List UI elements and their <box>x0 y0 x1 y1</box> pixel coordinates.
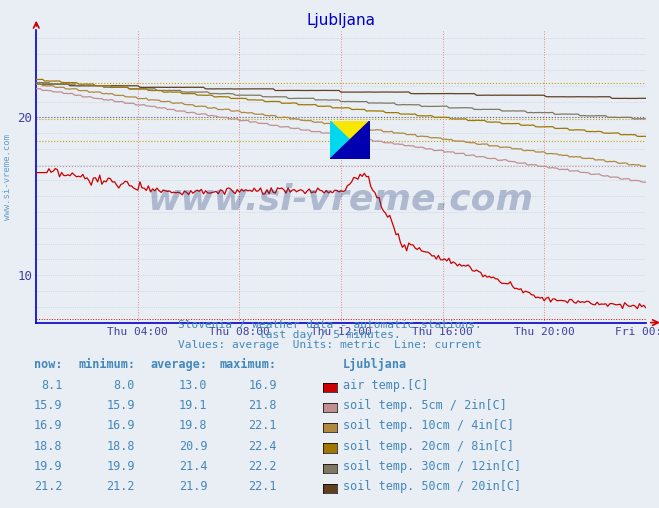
Text: 13.0: 13.0 <box>179 378 208 392</box>
Text: soil temp. 10cm / 4in[C]: soil temp. 10cm / 4in[C] <box>343 419 513 432</box>
Text: Ljubljana: Ljubljana <box>343 358 407 371</box>
Text: 16.9: 16.9 <box>107 419 135 432</box>
Text: 21.4: 21.4 <box>179 460 208 473</box>
Text: maximum:: maximum: <box>220 358 277 371</box>
Text: 19.9: 19.9 <box>34 460 63 473</box>
Text: 16.9: 16.9 <box>34 419 63 432</box>
Text: 19.9: 19.9 <box>107 460 135 473</box>
Text: 15.9: 15.9 <box>34 399 63 412</box>
Text: 8.1: 8.1 <box>42 378 63 392</box>
Text: 22.4: 22.4 <box>248 439 277 453</box>
Text: 18.8: 18.8 <box>107 439 135 453</box>
Text: 15.9: 15.9 <box>107 399 135 412</box>
Text: 21.2: 21.2 <box>107 480 135 493</box>
Text: 19.8: 19.8 <box>179 419 208 432</box>
Polygon shape <box>330 121 370 159</box>
Text: soil temp. 20cm / 8in[C]: soil temp. 20cm / 8in[C] <box>343 439 513 453</box>
Text: 8.0: 8.0 <box>114 378 135 392</box>
Text: 22.1: 22.1 <box>248 480 277 493</box>
Text: soil temp. 5cm / 2in[C]: soil temp. 5cm / 2in[C] <box>343 399 507 412</box>
Text: 21.9: 21.9 <box>179 480 208 493</box>
Text: soil temp. 30cm / 12in[C]: soil temp. 30cm / 12in[C] <box>343 460 521 473</box>
Polygon shape <box>330 121 370 159</box>
Text: Slovenia / weather data - automatic stations.: Slovenia / weather data - automatic stat… <box>178 320 481 330</box>
Text: 21.2: 21.2 <box>34 480 63 493</box>
Text: average:: average: <box>151 358 208 371</box>
Text: 22.1: 22.1 <box>248 419 277 432</box>
Text: 19.1: 19.1 <box>179 399 208 412</box>
Text: air temp.[C]: air temp.[C] <box>343 378 428 392</box>
Text: last day / 5 minutes.: last day / 5 minutes. <box>258 330 401 340</box>
Text: soil temp. 50cm / 20in[C]: soil temp. 50cm / 20in[C] <box>343 480 521 493</box>
Text: now:: now: <box>34 358 63 371</box>
Title: Ljubljana: Ljubljana <box>306 13 376 28</box>
Text: minimum:: minimum: <box>78 358 135 371</box>
Text: Values: average  Units: metric  Line: current: Values: average Units: metric Line: curr… <box>178 340 481 350</box>
Text: 16.9: 16.9 <box>248 378 277 392</box>
Text: 21.8: 21.8 <box>248 399 277 412</box>
Text: 18.8: 18.8 <box>34 439 63 453</box>
Text: 22.2: 22.2 <box>248 460 277 473</box>
Text: 20.9: 20.9 <box>179 439 208 453</box>
Text: www.si-vreme.com: www.si-vreme.com <box>3 134 13 219</box>
Polygon shape <box>330 121 370 159</box>
Text: www.si-vreme.com: www.si-vreme.com <box>148 183 534 217</box>
